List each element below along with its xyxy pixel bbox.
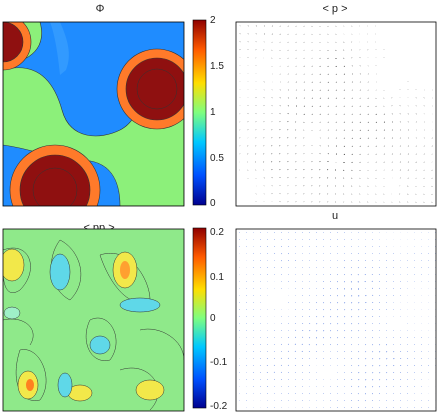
u-title: u (331, 210, 339, 222)
pp-cbar-tick: 0.1 (210, 272, 224, 283)
phi-cbar-tick: 0 (210, 198, 216, 209)
pp-colorbar (192, 227, 207, 409)
phi-heatmap (3, 22, 184, 206)
phi-cbar-tick: 2 (210, 15, 216, 26)
pp-cbar-tick: -0.1 (210, 357, 228, 368)
u-quiver (239, 232, 436, 409)
phi-title: Φ (95, 3, 105, 15)
p-quiver (239, 25, 433, 203)
phi-colorbar (192, 19, 207, 206)
pp-cbar-tick: 0.2 (210, 227, 224, 238)
pp-cbar-tick: 0 (210, 313, 216, 324)
phi-cbar-tick: 1 (210, 107, 216, 118)
p-frame (235, 21, 437, 207)
pp-heatmap (3, 229, 184, 411)
pp-frame (2, 228, 185, 412)
phi-frame (2, 21, 185, 207)
phi-cbar-tick: 1.5 (210, 61, 224, 72)
p-title: < p > (322, 3, 348, 15)
phi-cbar-tick: 0.5 (210, 153, 224, 164)
u-frame (235, 228, 437, 412)
pp-cbar-tick: -0.2 (210, 401, 228, 412)
